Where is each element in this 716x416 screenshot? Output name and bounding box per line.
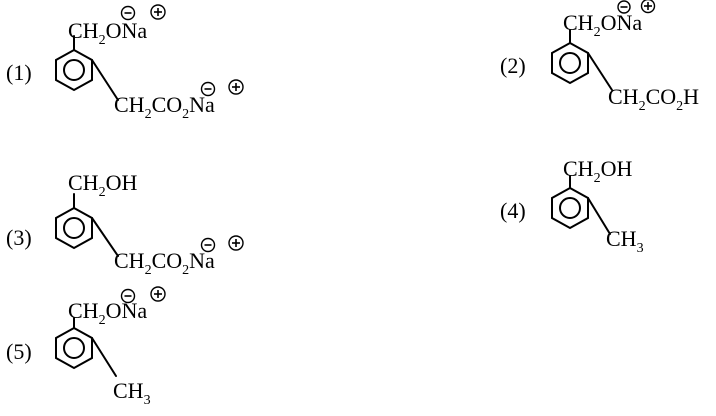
compound-3: (3) CH2OH CH2CO2Na <box>6 170 244 278</box>
compound-3-number: (3) <box>6 225 32 250</box>
compound-1: (1) CH2ONa CH2CO2Na <box>6 4 244 122</box>
compound-5: (5) CH2ONa CH3 <box>6 286 166 408</box>
compound-1-top-group: CH2ONa <box>68 18 147 48</box>
compound-1-number: (1) <box>6 60 32 85</box>
compound-5-benzene-ring <box>55 317 117 377</box>
compound-2-top-group: CH2ONa <box>563 10 642 40</box>
compound-2-side-bond <box>587 52 613 91</box>
compound-5-side-bond <box>91 337 117 377</box>
compound-4-side-group: CH3 <box>606 226 644 256</box>
compound-3-benzene-ring <box>55 193 119 257</box>
compound-4-top-group: CH2OH <box>563 156 632 186</box>
compound-2-aromatic-circle <box>559 52 581 74</box>
negative-charge-icon <box>200 237 216 253</box>
compound-1-side-charges <box>200 79 244 97</box>
compound-5-aromatic-circle <box>63 337 85 359</box>
compound-4-number: (4) <box>500 198 526 223</box>
compound-5-top-charges <box>120 286 166 304</box>
compound-5-number: (5) <box>6 339 32 364</box>
negative-charge-icon <box>120 288 136 304</box>
compound-2-top-charges <box>617 0 656 14</box>
negative-charge-icon <box>617 0 631 14</box>
positive-charge-icon <box>150 4 166 20</box>
compound-3-side-group: CH2CO2Na <box>114 248 215 278</box>
compound-4-side-bond <box>587 197 611 235</box>
positive-charge-icon <box>150 286 166 302</box>
compound-5-top-group: CH2ONa <box>68 298 147 328</box>
compound-1-side-group: CH2CO2Na <box>114 92 215 122</box>
compound-3-aromatic-circle <box>63 217 85 239</box>
compound-4: (4) CH2OH CH3 <box>500 156 644 256</box>
compound-4-aromatic-circle <box>559 197 581 219</box>
compound-2-number: (2) <box>500 53 526 78</box>
positive-charge-icon <box>228 235 244 251</box>
positive-charge-icon <box>228 79 244 95</box>
compound-1-top-charges <box>120 4 166 21</box>
compound-1-side-bond <box>91 59 119 101</box>
negative-charge-icon <box>200 81 216 97</box>
compound-3-side-charges <box>200 235 244 253</box>
compound-2: (2) CH2ONa CH2CO2H <box>500 0 699 114</box>
compound-4-benzene-ring <box>551 175 611 235</box>
compound-3-top-group: CH2OH <box>68 170 137 200</box>
positive-charge-icon <box>640 0 656 14</box>
negative-charge-icon <box>120 5 136 21</box>
compound-2-benzene-ring <box>551 29 613 91</box>
compound-3-side-bond <box>91 217 119 257</box>
compound-5-side-group: CH3 <box>113 378 151 408</box>
compound-1-benzene-ring <box>55 35 119 101</box>
compound-2-side-group: CH2CO2H <box>608 84 699 114</box>
compound-1-aromatic-circle <box>63 59 85 81</box>
